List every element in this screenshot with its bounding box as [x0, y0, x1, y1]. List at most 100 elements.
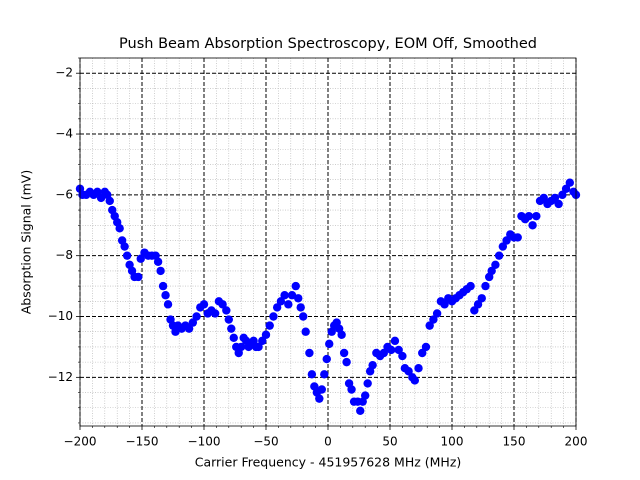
data-point: [122, 251, 132, 260]
data-point: [269, 312, 278, 321]
data-point: [410, 376, 419, 385]
data-point: [466, 281, 475, 291]
data-point: [498, 242, 508, 251]
data-point: [192, 312, 201, 321]
x-tick-label: 200: [565, 435, 588, 449]
data-point: [254, 342, 263, 352]
data-point: [163, 300, 173, 309]
y-tick-label: −10: [48, 309, 73, 323]
x-tick-label: −150: [126, 435, 159, 449]
y-tick-label: −4: [55, 127, 73, 141]
data-point: [561, 184, 571, 193]
data-point: [532, 211, 541, 221]
data-point: [356, 406, 365, 415]
data-point: [158, 281, 168, 291]
y-axis-label: Absorption Signal (mV): [19, 170, 34, 315]
data-point: [347, 385, 356, 394]
data-point: [414, 364, 423, 373]
data-point: [440, 300, 449, 309]
y-tick-label: −8: [55, 248, 73, 262]
data-point: [394, 345, 403, 355]
data-point: [339, 348, 349, 358]
data-point: [524, 211, 534, 221]
data-point: [550, 193, 560, 203]
y-tick-label: −12: [48, 370, 73, 384]
data-point: [305, 348, 314, 358]
data-point: [322, 354, 331, 364]
data-point: [502, 236, 511, 245]
data-point: [432, 309, 442, 318]
data-point: [161, 291, 170, 300]
data-point: [320, 370, 329, 379]
data-point: [280, 291, 289, 300]
data-point: [296, 303, 305, 312]
data-point: [494, 251, 504, 260]
y-tick-label: −6: [55, 187, 73, 201]
data-point: [425, 321, 434, 330]
data-point: [477, 294, 486, 303]
x-tick-label: 50: [382, 435, 397, 449]
data-point: [265, 321, 274, 330]
x-tick-label: 150: [503, 435, 526, 449]
data-point: [115, 224, 124, 233]
data-point: [337, 330, 346, 339]
data-point: [134, 272, 143, 282]
data-point: [258, 336, 267, 346]
data-point: [237, 342, 246, 352]
data-point: [368, 360, 377, 370]
data-point: [387, 345, 396, 355]
data-point: [513, 233, 522, 242]
data-point: [565, 178, 574, 187]
data-point: [404, 367, 413, 376]
data-point: [390, 336, 400, 346]
data-point: [421, 342, 431, 352]
data-point: [284, 300, 293, 309]
plot-frame: [79, 57, 577, 427]
data-point: [96, 193, 106, 203]
data-point: [418, 348, 427, 358]
data-point: [554, 199, 563, 209]
x-tick-label: −100: [188, 435, 221, 449]
data-point: [317, 385, 326, 394]
data-point: [528, 221, 537, 230]
data-point: [210, 309, 220, 318]
data-point: [287, 291, 297, 300]
data-point: [224, 315, 233, 324]
data-point: [222, 306, 231, 315]
data-point: [120, 242, 129, 251]
data-point: [315, 394, 324, 403]
data-point: [398, 351, 407, 361]
data-point: [188, 318, 198, 327]
data-point: [156, 266, 165, 276]
data-point: [294, 294, 303, 303]
data-point: [363, 379, 372, 388]
x-tick-label: 0: [324, 435, 332, 449]
data-point: [429, 315, 438, 324]
data-point: [481, 281, 490, 291]
data-point: [184, 324, 194, 333]
data-point: [261, 330, 271, 339]
data-point: [491, 260, 500, 270]
data-point: [229, 333, 238, 343]
data-point: [105, 196, 114, 206]
data-point: [325, 339, 334, 349]
data-point: [227, 324, 236, 333]
data-point: [473, 300, 483, 309]
data-point: [470, 306, 479, 315]
data-point: [276, 297, 286, 306]
data-point: [218, 300, 227, 309]
x-tick-label: −50: [253, 435, 278, 449]
x-axis-label: Carrier Frequency - 451957628 MHz (MHz): [195, 455, 462, 470]
data-point: [199, 300, 209, 309]
data-point: [487, 266, 496, 276]
data-point: [299, 312, 308, 321]
data-point: [301, 327, 310, 336]
data-point: [291, 281, 300, 291]
data-point: [93, 187, 102, 197]
chart-title: Push Beam Absorption Spectroscopy, EOM O…: [119, 36, 537, 52]
data-point: [136, 254, 145, 263]
data-point: [342, 357, 351, 367]
data-point: [539, 193, 548, 203]
x-tick-label: −200: [64, 435, 97, 449]
